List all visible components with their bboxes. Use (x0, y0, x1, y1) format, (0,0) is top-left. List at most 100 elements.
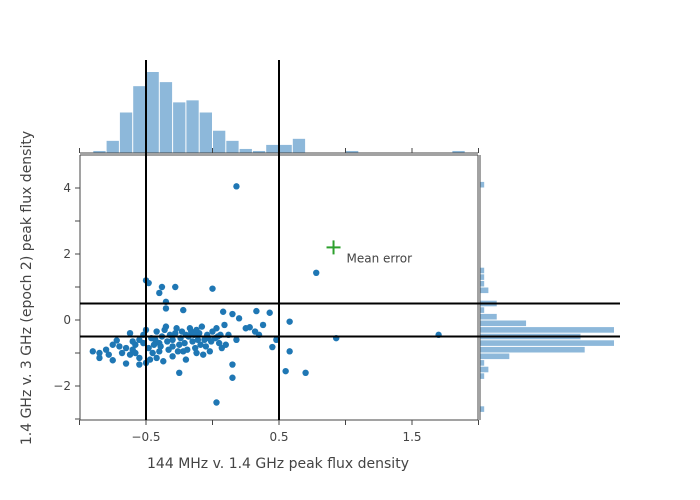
y-tick-label: 4 (63, 181, 71, 195)
data-point (233, 183, 240, 190)
data-point (176, 369, 183, 376)
data-point (197, 341, 204, 348)
data-point (109, 341, 116, 348)
data-point (102, 346, 110, 353)
data-point (286, 348, 293, 355)
x-histogram-bar (292, 138, 306, 153)
scatter-points (89, 183, 442, 406)
data-point (176, 341, 183, 348)
threshold-lines (80, 60, 620, 420)
data-point (189, 338, 196, 345)
data-point (172, 283, 179, 291)
y-histogram-bar (480, 307, 485, 313)
data-point (96, 354, 103, 362)
data-point (136, 361, 143, 368)
data-point (222, 341, 229, 348)
data-point (199, 351, 207, 358)
data-point (169, 336, 176, 343)
x-histogram-bar (199, 112, 212, 153)
y-histogram-bar (480, 340, 614, 346)
data-point (206, 348, 214, 355)
data-point (156, 348, 163, 355)
y-histogram-bar (480, 320, 527, 327)
data-point (113, 337, 120, 344)
data-point (198, 323, 206, 330)
data-point (182, 356, 190, 363)
data-point (174, 348, 182, 355)
data-point (140, 339, 147, 347)
data-point (156, 289, 163, 297)
x-histogram-bar (159, 82, 173, 153)
x-histogram-bar (239, 148, 252, 153)
data-point (184, 346, 191, 353)
data-point (173, 325, 180, 332)
x-histogram-bar (93, 150, 106, 153)
data-point (313, 269, 320, 277)
data-point (96, 349, 103, 357)
data-point (169, 353, 176, 360)
data-point (153, 328, 160, 335)
data-point (160, 358, 167, 365)
y-histogram-bar (480, 353, 510, 360)
data-point (213, 325, 220, 332)
y-histogram-bar (480, 373, 485, 379)
x-histogram-bar (119, 112, 133, 153)
data-point (221, 321, 228, 329)
data-point (89, 348, 97, 355)
data-point (229, 374, 236, 381)
data-point (132, 349, 139, 357)
x-tick-label: 1.5 (402, 430, 421, 444)
data-point (150, 341, 158, 348)
data-point (229, 310, 236, 318)
y-tick-label: 0 (63, 313, 71, 327)
data-point (219, 308, 227, 315)
y-histogram-bar (480, 406, 485, 412)
y-axis-title: 1.4 GHz v. 3 GHz (epoch 2) peak flux den… (19, 131, 35, 445)
data-point (152, 336, 159, 343)
data-point (145, 344, 152, 352)
data-point (273, 336, 280, 343)
data-point (181, 339, 188, 347)
data-point (180, 306, 187, 314)
data-point (162, 323, 170, 330)
data-point (282, 367, 289, 375)
x-histogram-bar (146, 72, 159, 153)
data-point (158, 283, 166, 291)
data-point (153, 354, 160, 362)
data-point (209, 285, 216, 292)
data-point (242, 325, 249, 332)
y-histogram-bar (480, 327, 614, 333)
x-histogram-bar (266, 144, 279, 153)
data-point (253, 307, 260, 315)
x-tick-label: −0.5 (131, 430, 160, 444)
data-point (109, 357, 116, 364)
data-point (169, 343, 176, 350)
x-histogram-bar (173, 102, 186, 153)
data-point (164, 338, 171, 345)
y-tick-label: −2 (53, 379, 71, 393)
data-point (235, 315, 243, 322)
x-histogram-bar (346, 150, 359, 153)
x-histogram-bar (252, 150, 266, 153)
data-point (302, 369, 309, 376)
data-point (126, 351, 134, 358)
data-point (145, 279, 152, 287)
data-point (259, 321, 267, 329)
data-point (269, 343, 276, 351)
data-point (116, 343, 123, 350)
y-histogram-bar (480, 280, 485, 287)
data-point (172, 330, 179, 337)
x-histogram-bar (226, 140, 239, 153)
y-histogram-bar (480, 360, 485, 366)
data-point (118, 349, 126, 357)
data-point (215, 339, 223, 347)
data-point (193, 349, 200, 357)
annotations: Mean error (326, 240, 412, 265)
data-point (105, 351, 112, 358)
data-point (192, 344, 199, 352)
data-point (233, 336, 240, 343)
data-point (286, 318, 293, 325)
data-point (193, 326, 200, 334)
y-histogram (479, 155, 614, 420)
